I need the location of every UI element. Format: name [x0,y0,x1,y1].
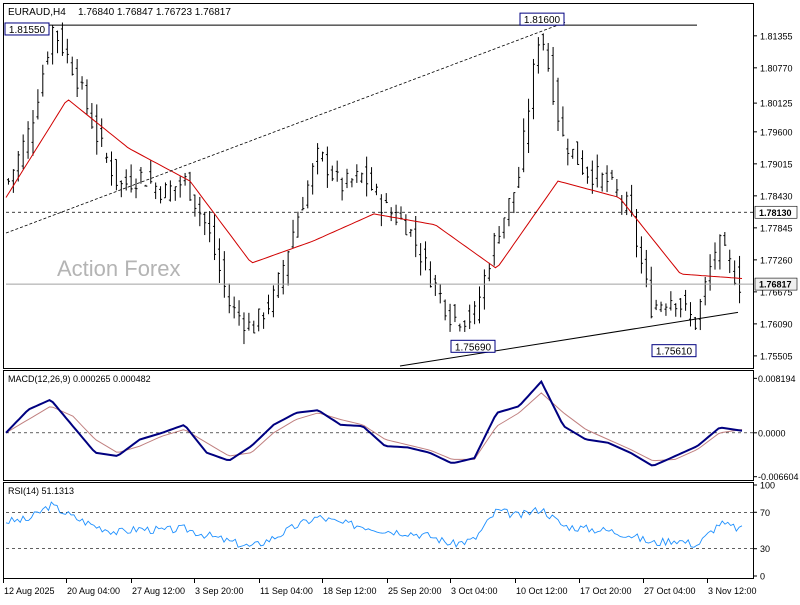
macd-line [5,379,743,467]
rsi-ytick-label: 0 [760,572,765,582]
xtick-label: 3 Sep 20:00 [195,586,244,596]
xtick-label: 27 Oct 04:00 [644,586,696,596]
macd-layer [5,379,753,467]
macd-ytick-label: 0.008194 [758,374,796,384]
rsi-line [5,501,743,548]
price-ytick-label: 1.77260 [760,255,793,265]
xtick-label: 10 Oct 12:00 [516,586,568,596]
price-ytick-label: 1.76090 [760,319,793,329]
price-annotation-box [450,339,496,353]
xtick-label: 3 Nov 12:00 [708,586,757,596]
rsi-panel [3,482,754,579]
macd-ytick-label: -0.006604 [758,472,799,482]
rsi-layer [5,501,753,550]
macd-signal-line [5,392,743,462]
price-ytick-label: 1.80770 [760,63,793,73]
dotted-channel-line [5,22,566,234]
macd-panel [3,370,754,481]
xtick-label: 27 Aug 12:00 [132,586,185,596]
rsi-ytick-label: 100 [760,481,775,491]
axis-layer: 1.81355 1.80770 1.80125 1.79600 1.79015 1.784… [3,31,799,596]
price-annotation-box [519,12,565,26]
price-annotation-label: 1.81550 [9,25,46,36]
support-trendline [399,311,739,367]
ma-line [5,99,743,279]
xtick-label: 12 Aug 2025 [4,586,55,596]
price-annotation-box [4,22,50,36]
price-ytick-label: 1.75505 [760,351,793,361]
xtick-label: 25 Sep 20:00 [388,586,442,596]
xtick-label: 18 Sep 12:00 [323,586,377,596]
chart-ohlc: 1.76840 1.76847 1.76723 1.76817 [78,7,231,18]
level-label: 1.78130 [759,208,792,218]
price-ytick-label: 1.80125 [760,99,793,109]
xtick-label: 3 Oct 04:00 [451,586,498,596]
price-annotation-label: 1.75690 [455,342,492,353]
price-ytick-label: 1.81355 [760,31,793,41]
level-label-box [754,277,798,291]
macd-title: MACD(12,26,9) 0.000265 0.000482 [8,374,151,384]
price-ytick-label: 1.76675 [760,287,793,297]
xtick-label: 11 Sep 04:00 [260,586,313,596]
price-ytick-label: 1.79015 [760,159,793,169]
rsi-ytick-label: 30 [760,544,770,554]
xtick-label: 17 Oct 20:00 [580,586,632,596]
price-annotation-box [651,344,697,358]
price-ytick-label: 1.79600 [760,127,793,137]
price-panel [3,3,754,369]
rsi-ytick-label: 70 [760,508,770,518]
rsi-title: RSI(14) 51.1313 [8,486,74,496]
watermark: Action Forex [57,256,181,281]
chart-symbol: EURAUD,H4 [8,7,66,18]
macd-ytick-label: 0.0000 [758,428,786,438]
price-ytick-label: 1.78430 [760,191,793,201]
price-ytick-label: 1.77845 [760,223,793,233]
price-annotation-label: 1.81600 [524,15,561,26]
price-layer: 1.81550 1.81600 1.75690 1.75610 [4,12,753,367]
xtick-label: 20 Aug 04:00 [67,586,120,596]
level-label-box [754,205,798,219]
level-label: 1.76817 [759,280,792,290]
price-annotation-label: 1.75610 [656,347,693,358]
